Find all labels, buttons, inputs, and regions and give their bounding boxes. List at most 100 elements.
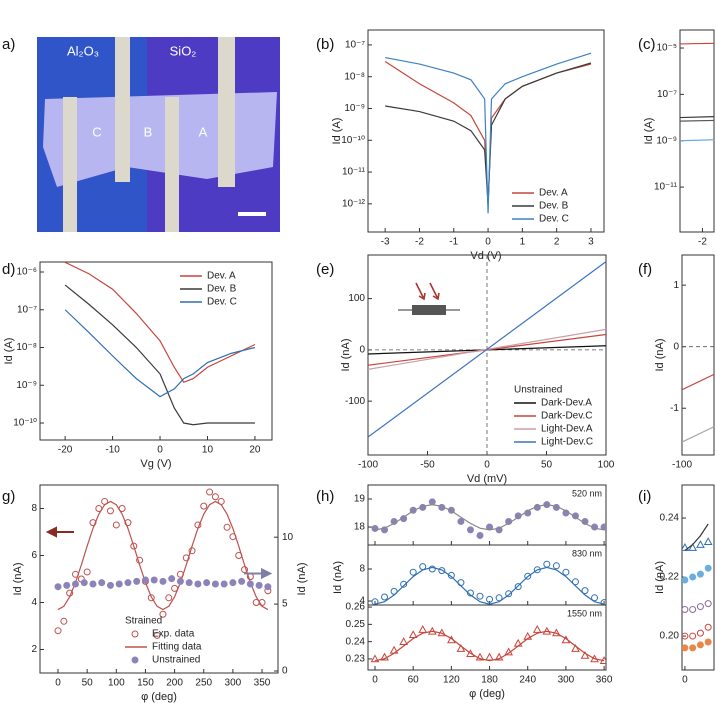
data-marker (428, 498, 436, 506)
data-marker (400, 580, 408, 588)
plot-area (370, 625, 606, 664)
data-marker (399, 637, 408, 645)
panel-label: d) (2, 261, 15, 278)
y-axis-title: Id (nA) (332, 561, 344, 594)
data-marker (456, 644, 466, 652)
legend-label: Light-Dev.C (541, 437, 593, 448)
y-axis-title: Id (A) (643, 118, 655, 145)
x-tick-label: 0 (55, 678, 61, 689)
inset-arrow (429, 282, 440, 301)
data-marker (238, 577, 246, 585)
data-marker (220, 580, 228, 588)
data-marker (466, 589, 474, 597)
data-marker (696, 603, 704, 611)
y-tick-label: 10⁻⁷ (657, 89, 677, 100)
data-line (384, 61, 592, 204)
y-axis-title: Id (nA) (296, 562, 308, 595)
data-marker (494, 652, 504, 661)
y-tick-label: 100 (348, 293, 365, 304)
x-tick-label: -50 (420, 460, 435, 471)
axis-arrow (244, 567, 273, 580)
data-marker (255, 581, 263, 589)
panel-label: (h) (316, 488, 334, 505)
x-tick-label: 300 (225, 678, 242, 689)
y-tick-label: 0 (359, 345, 365, 356)
x-tick-label: 3 (588, 237, 594, 248)
data-marker (112, 521, 120, 529)
data-marker (141, 576, 149, 584)
data-line (680, 42, 714, 45)
plot-area (64, 262, 256, 426)
y-tick-label: 1 (673, 280, 679, 291)
x-tick-label: -3 (381, 237, 390, 248)
x-tick-label: -100 (672, 460, 692, 471)
data-marker (581, 587, 589, 595)
y-tick-label: 10⁻⁹ (344, 103, 365, 114)
subplot-annotation: 520 nm (572, 488, 602, 498)
data-marker (200, 502, 208, 510)
y-tick-label: 0.20 (660, 631, 680, 642)
data-marker (571, 644, 580, 652)
y-tick-label: 8 (359, 564, 365, 575)
y-tick-label: 10⁻⁵ (656, 43, 677, 54)
data-marker (688, 543, 698, 551)
legend-label: Dark-Dev.A (541, 398, 592, 409)
x-tick-label: 360 (596, 675, 613, 686)
data-marker (106, 581, 114, 589)
data-marker (427, 626, 437, 635)
x-tick-label: 150 (137, 678, 154, 689)
y-tick-label: 10⁻¹² (342, 198, 366, 209)
data-marker (165, 594, 173, 602)
electrode (115, 37, 130, 182)
x-tick-label: 350 (254, 678, 271, 689)
data-marker (457, 517, 465, 525)
y-tick-label: 10⁻¹⁰ (13, 418, 37, 429)
panel-label: (f) (638, 261, 652, 278)
data-line (684, 523, 709, 551)
y-tick-label: 18 (354, 522, 366, 533)
data-marker (185, 579, 193, 587)
plot-area (384, 52, 592, 214)
data-marker (419, 563, 427, 571)
data-marker (580, 650, 590, 659)
data-marker (533, 566, 541, 574)
data-marker (689, 632, 697, 640)
data-marker (206, 488, 214, 496)
data-marker (409, 568, 417, 576)
data-marker (689, 573, 697, 581)
plot-frame (39, 484, 279, 674)
data-marker (475, 652, 485, 661)
data-marker (514, 583, 522, 591)
data-line (64, 262, 256, 384)
legend-label: Unstrained (152, 655, 200, 666)
data-marker (408, 630, 418, 639)
y-tick-label: 10⁻⁷ (17, 304, 37, 315)
y-tick-label: 19 (354, 494, 366, 505)
y-tick-label: 10⁻⁷ (345, 40, 365, 51)
data-marker (115, 580, 123, 588)
y-axis-title: Id (nA) (654, 338, 666, 371)
legend-title: Strained (125, 616, 162, 627)
y-tick-label: 10⁻⁸ (16, 342, 37, 353)
data-marker (370, 654, 380, 663)
x-tick-label: 20 (249, 445, 261, 456)
data-marker (562, 568, 570, 576)
data-marker (211, 493, 219, 501)
data-line (374, 630, 605, 662)
data-marker (150, 576, 158, 584)
data-marker (682, 606, 689, 614)
data-marker (591, 594, 599, 602)
x-axis-title: Vd (mV) (467, 473, 507, 485)
data-marker (159, 577, 167, 585)
axis-arrow (45, 526, 74, 538)
x-tick-label: 100 (108, 678, 125, 689)
plot-area (371, 560, 606, 605)
data-marker (571, 578, 579, 586)
plot-area (682, 346, 714, 443)
data-line (374, 504, 605, 531)
data-marker (264, 583, 272, 591)
data-marker (682, 632, 689, 640)
x-axis-title: Vd (V) (470, 250, 501, 262)
data-line (385, 62, 592, 204)
data-marker (60, 617, 68, 625)
